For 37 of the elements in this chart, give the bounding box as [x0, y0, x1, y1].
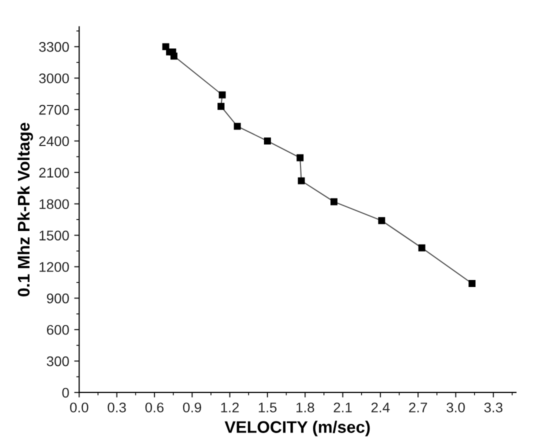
- point: [218, 102, 224, 110]
- y-tick-label: 2100: [39, 168, 69, 178]
- y-tick-label: 2400: [39, 136, 69, 146]
- point: [234, 122, 241, 130]
- y-tick-label: 3000: [39, 73, 69, 84]
- point: [296, 154, 304, 162]
- point: [418, 244, 426, 252]
- x-tick-label: 1.5: [258, 402, 277, 412]
- point: [298, 177, 305, 184]
- y-tick-label: 300: [46, 356, 69, 366]
- x-tick-label: 3.3: [484, 402, 502, 412]
- y-tick-label: 1800: [40, 199, 69, 210]
- x-tick-label: 1.2: [221, 402, 239, 412]
- point: [218, 91, 226, 98]
- point: [378, 217, 386, 224]
- x-tick-label: 2.7: [409, 402, 428, 412]
- y-tick-label: 1500: [40, 230, 69, 240]
- point: [330, 198, 338, 206]
- y-tick-label: 1200: [40, 262, 69, 272]
- y-tick-label: 900: [46, 294, 69, 304]
- point: [264, 138, 271, 144]
- x-tick-label: 0.9: [183, 402, 202, 412]
- x-tick-label: 0.6: [145, 402, 164, 412]
- y-tick-label: 3300: [39, 42, 69, 52]
- x-tick-label: 2.4: [371, 402, 390, 412]
- x-tick-label: 0.3: [108, 402, 126, 412]
- y-axis-title: 0.1 Mhz Pk-Pk Voltage: [17, 122, 33, 296]
- x-tick-label: 2.1: [334, 402, 352, 412]
- point: [468, 280, 476, 287]
- x-axis-title: VELOCITY (m/sec): [224, 420, 370, 436]
- y-tick-label: 2700: [39, 104, 69, 115]
- point: [170, 52, 178, 60]
- y-tick-label: 600: [46, 324, 69, 335]
- x-tick-label: 0.0: [70, 402, 88, 412]
- y-tick-label: 0: [62, 388, 69, 398]
- x-tick-label: 3.0: [446, 402, 465, 412]
- x-tick-label: 1.8: [296, 402, 314, 412]
